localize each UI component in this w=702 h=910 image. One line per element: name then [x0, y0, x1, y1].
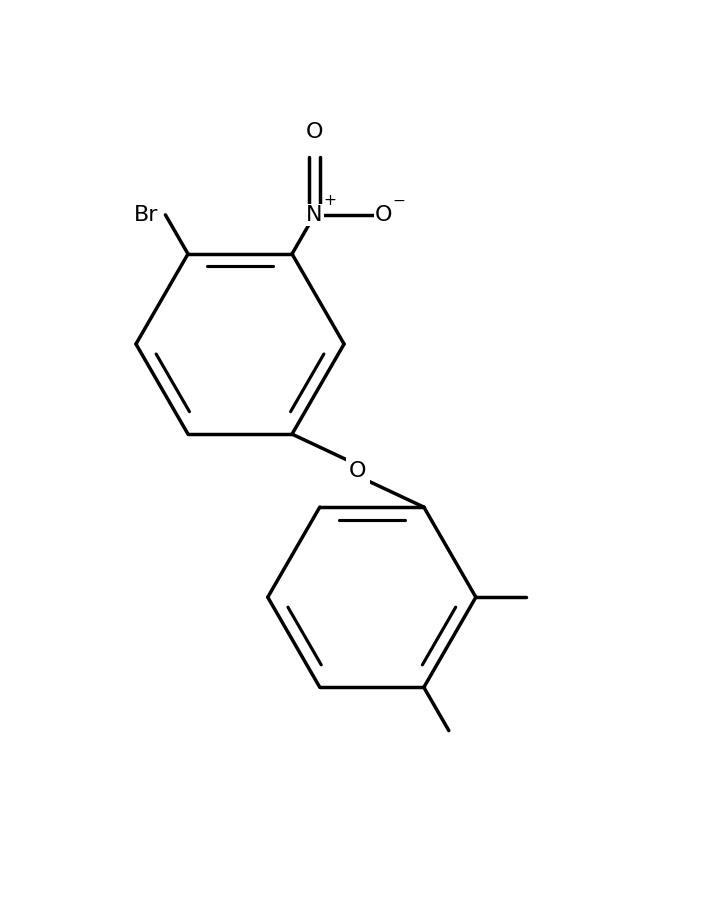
- Text: O: O: [375, 205, 392, 225]
- Text: +: +: [324, 194, 336, 208]
- Text: O: O: [306, 122, 324, 142]
- Text: N: N: [306, 205, 323, 225]
- Text: −: −: [392, 194, 406, 208]
- Text: Br: Br: [134, 205, 159, 225]
- Text: O: O: [349, 460, 366, 480]
